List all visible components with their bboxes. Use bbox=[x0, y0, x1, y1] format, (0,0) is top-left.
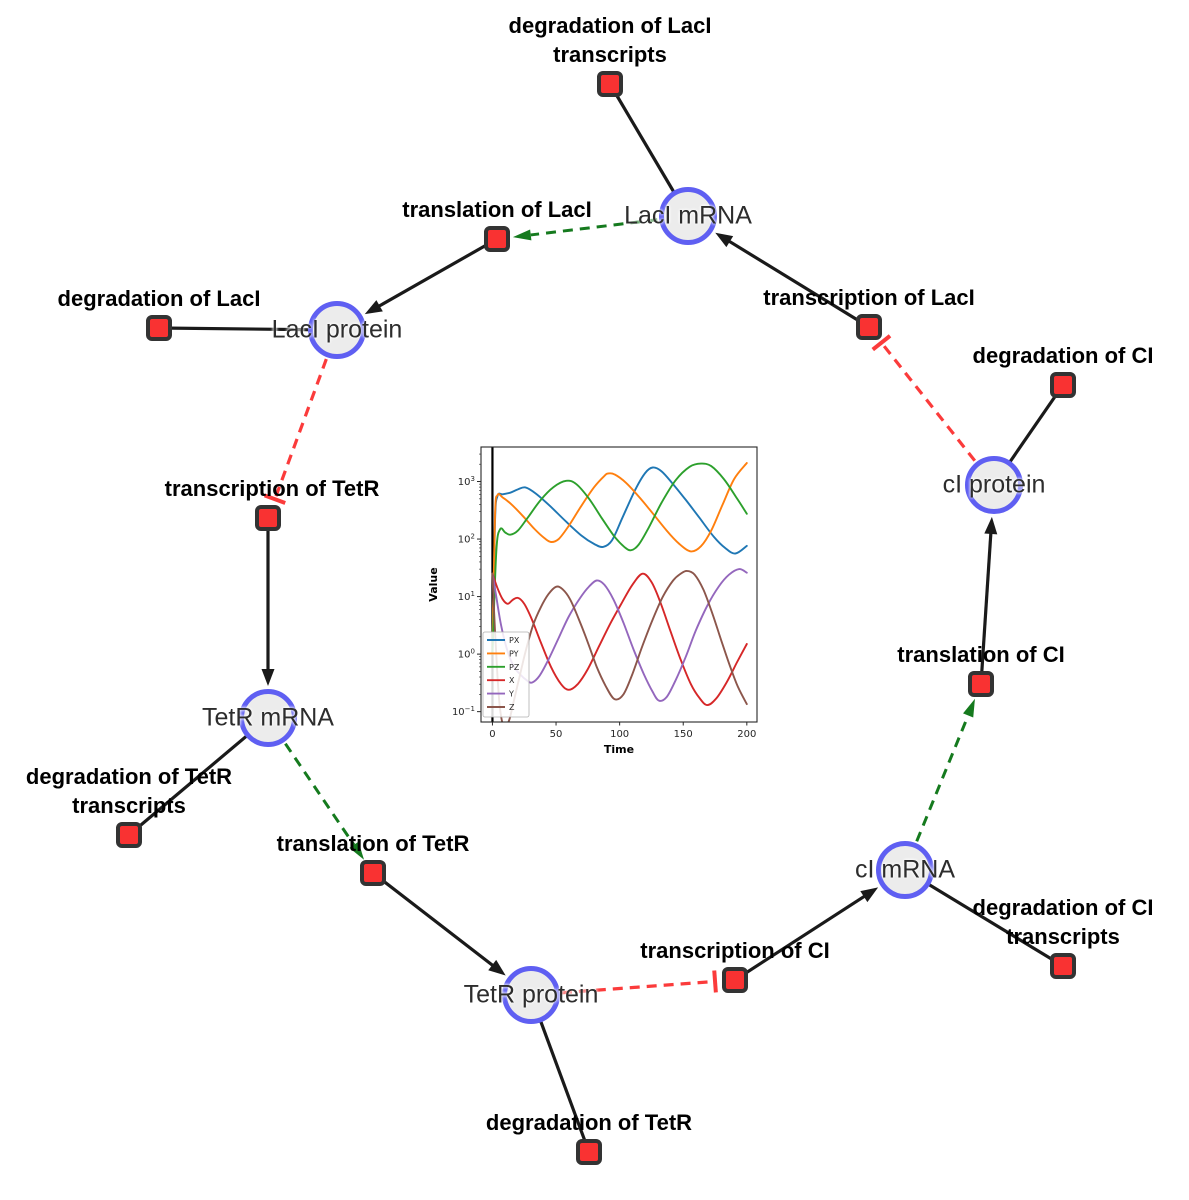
chart-series-PY bbox=[491, 462, 748, 656]
y-tick-label: 102 bbox=[458, 533, 475, 546]
species-label-laci-mrna: LacI mRNA bbox=[624, 201, 752, 230]
x-tick-label: 0 bbox=[489, 729, 495, 740]
y-tick-label: 100 bbox=[458, 648, 475, 661]
species-node-tetr-protein[interactable] bbox=[502, 966, 560, 1024]
chart-series-PX bbox=[491, 466, 748, 656]
reaction-label-degradation-of-laci: degradation of LacI bbox=[57, 285, 261, 311]
edge-ci-mrna--translation-of-ci bbox=[915, 714, 970, 842]
y-tick-label: 10−1 bbox=[452, 705, 475, 718]
edge-laci-protein--transcription-of-tetr bbox=[273, 358, 328, 500]
species-label-ci-mrna: cI mRNA bbox=[855, 855, 955, 884]
reaction-label-degradation-of-ci-transcripts: degradation of CI transcripts bbox=[972, 894, 1154, 949]
edge-translation-of-tetr--tetr-protein bbox=[372, 871, 495, 968]
chart-axes-box bbox=[480, 446, 758, 723]
chart-xlabel: Time bbox=[604, 743, 634, 756]
legend-label-X: X bbox=[509, 676, 515, 685]
edge-tetr-mrna--translation-of-tetr-arrowhead bbox=[349, 841, 365, 860]
reaction-node-translation-of-ci[interactable] bbox=[968, 671, 994, 697]
reaction-label-degradation-of-tetr: degradation of TetR bbox=[485, 1109, 693, 1135]
reaction-label-degradation-of-tetr-transcripts: degradation of TetR transcripts bbox=[25, 763, 233, 818]
legend-label-PY: PY bbox=[509, 649, 519, 658]
edge-translation-of-laci--laci-protein bbox=[377, 237, 498, 309]
edge-ci-mrna--degradation-of-ci-transcripts bbox=[904, 868, 1064, 968]
chart-series-Z bbox=[491, 569, 748, 722]
x-tick-label: 200 bbox=[737, 729, 756, 740]
edge-tetr-mrna--degradation-of-tetr-transcripts bbox=[127, 716, 270, 837]
edge-laci-protein--transcription-of-tetr-tee bbox=[263, 493, 286, 505]
chart-legend-box bbox=[482, 631, 530, 718]
edge-laci-mrna--translation-of-laci bbox=[530, 218, 658, 237]
edge-transcription-of-tetr--tetr-mrna-arrowhead bbox=[261, 669, 275, 686]
edge-laci-protein--degradation-of-laci bbox=[158, 326, 338, 332]
reaction-node-degradation-of-tetr-transcripts[interactable] bbox=[116, 822, 142, 848]
reaction-label-degradation-of-laci-transcripts: degradation of LacI transcripts bbox=[508, 12, 712, 67]
reaction-label-translation-of-laci: translation of LacI bbox=[402, 196, 592, 222]
reaction-label-transcription-of-laci: transcription of LacI bbox=[763, 284, 975, 310]
species-label-ci-protein: cI protein bbox=[942, 470, 1046, 499]
reaction-node-transcription-of-tetr[interactable] bbox=[255, 505, 281, 531]
inset-chart: 0 50 100 150 200 10−1 100 101 102 103 Time Value PX P… bbox=[424, 429, 776, 763]
chart-svg: 0 50 100 150 200 10−1 100 101 102 103 Time Value PX P… bbox=[427, 446, 758, 756]
edge-translation-of-ci--ci-protein-arrowhead bbox=[984, 516, 998, 535]
x-tick-label: 50 bbox=[550, 729, 563, 740]
legend-label-Y: Y bbox=[508, 690, 514, 699]
edge-ci-mrna--translation-of-ci-arrowhead bbox=[963, 698, 975, 718]
reaction-label-transcription-of-tetr: transcription of TetR bbox=[164, 475, 380, 501]
chart-series-PZ bbox=[491, 462, 748, 656]
edge-tetr-protein--transcription-of-ci bbox=[561, 979, 716, 995]
reaction-node-translation-of-laci[interactable] bbox=[484, 226, 510, 252]
species-node-tetr-mrna[interactable] bbox=[239, 689, 297, 747]
species-node-ci-mrna[interactable] bbox=[876, 841, 934, 899]
edge-transcription-of-ci--ci-mrna bbox=[734, 894, 867, 982]
chart-series-X bbox=[491, 572, 748, 707]
edge-transcription-of-laci--laci-mrna-arrowhead bbox=[715, 232, 734, 248]
edge-translation-of-ci--ci-protein bbox=[979, 531, 993, 685]
edge-transcription-of-ci--ci-mrna-arrowhead bbox=[860, 887, 879, 903]
species-label-tetr-mrna: TetR mRNA bbox=[202, 703, 334, 732]
legend-label-Z: Z bbox=[509, 703, 515, 712]
edge-transcription-of-laci--laci-mrna bbox=[727, 239, 870, 329]
legend-label-PZ: PZ bbox=[509, 663, 520, 672]
reaction-node-degradation-of-tetr[interactable] bbox=[576, 1139, 602, 1165]
x-tick-label: 150 bbox=[674, 729, 693, 740]
species-label-tetr-protein: TetR protein bbox=[463, 980, 599, 1009]
reaction-node-degradation-of-ci[interactable] bbox=[1050, 372, 1076, 398]
edge-laci-mrna--translation-of-laci-arrowhead bbox=[512, 229, 532, 241]
edge-ci-protein--transcription-of-laci-tee bbox=[871, 334, 892, 352]
y-tick-label: 101 bbox=[458, 590, 475, 603]
reaction-node-degradation-of-laci-transcripts[interactable] bbox=[597, 71, 623, 97]
reaction-node-translation-of-tetr[interactable] bbox=[360, 860, 386, 886]
reaction-label-degradation-of-ci: degradation of CI bbox=[972, 342, 1154, 368]
legend-label-PX: PX bbox=[509, 636, 520, 645]
reaction-label-translation-of-ci: translation of CI bbox=[897, 641, 1065, 667]
reaction-label-translation-of-tetr: translation of TetR bbox=[276, 830, 470, 856]
reaction-node-degradation-of-laci[interactable] bbox=[146, 315, 172, 341]
reaction-node-transcription-of-laci[interactable] bbox=[856, 314, 882, 340]
edge-tetr-mrna--translation-of-tetr bbox=[284, 742, 356, 846]
edge-tetr-protein--transcription-of-ci-tee bbox=[712, 970, 718, 993]
reaction-node-transcription-of-ci[interactable] bbox=[722, 967, 748, 993]
edge-translation-of-laci--laci-protein-arrowhead bbox=[364, 300, 383, 315]
reaction-node-degradation-of-ci-transcripts[interactable] bbox=[1050, 953, 1076, 979]
reaction-label-transcription-of-ci: transcription of CI bbox=[640, 937, 830, 963]
chart-ylabel: Value bbox=[427, 567, 440, 601]
edge-translation-of-tetr--tetr-protein-arrowhead bbox=[488, 959, 506, 976]
y-tick-label: 103 bbox=[458, 475, 475, 488]
edge-ci-protein--transcription-of-laci bbox=[880, 341, 977, 462]
species-node-ci-protein[interactable] bbox=[965, 456, 1023, 514]
species-node-laci-protein[interactable] bbox=[308, 301, 366, 359]
species-label-laci-protein: LacI protein bbox=[271, 315, 403, 344]
x-tick-label: 100 bbox=[610, 729, 629, 740]
species-node-laci-mrna[interactable] bbox=[659, 187, 717, 245]
